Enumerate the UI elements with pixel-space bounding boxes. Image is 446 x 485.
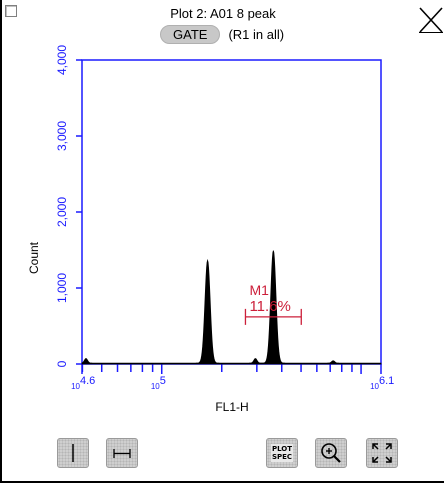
vertical-line-gate-icon (72, 444, 74, 462)
gate-scope-label: (R1 in all) (228, 26, 285, 42)
y-axis-label: Count (27, 241, 41, 274)
plot-spec-label-line2: SPEC (271, 453, 293, 461)
x-tick-label-power: 4.6 (80, 375, 95, 387)
y-tick-label: 4,000 (55, 45, 69, 75)
plot-spec-label-line1: PLOT (271, 445, 293, 453)
histogram-series (81, 250, 382, 365)
select-plot-checkbox[interactable] (5, 5, 17, 17)
x-tick-label-base: 10 (370, 382, 379, 391)
plot-title: Plot 2: A01 8 peak (170, 6, 276, 21)
x-tick-label-base: 10 (151, 382, 160, 391)
y-tick-label: 3,000 (55, 121, 69, 151)
zoom-in-icon (321, 443, 341, 463)
zoom-button[interactable] (315, 438, 347, 468)
marker-percent: 11.6% (249, 298, 290, 315)
plot-frame (81, 59, 382, 365)
expand-fit-icon (372, 443, 392, 463)
x-axis-label: FL1-H (215, 400, 248, 414)
close-icon[interactable] (417, 6, 445, 34)
plot-spec-label: PLOT SPEC (270, 444, 294, 462)
y-tick-label: 2,000 (55, 197, 69, 227)
range-marker-button[interactable] (106, 438, 138, 468)
x-tick-label-power: 6.1 (379, 375, 394, 387)
y-tick-label: 0 (55, 360, 69, 367)
x-tick-label-power: 5 (160, 375, 166, 387)
gate-button[interactable]: GATE (160, 24, 221, 44)
vertical-gate-button[interactable] (57, 438, 89, 468)
range-marker-icon (113, 449, 131, 458)
marker-name: M1 (249, 282, 269, 298)
x-tick-label-base: 10 (71, 382, 80, 391)
y-tick-label: 1,000 (55, 273, 69, 303)
gate-row: GATE (R1 in all) (160, 24, 284, 44)
fit-view-button[interactable] (366, 438, 398, 468)
plot-spec-button[interactable]: PLOT SPEC (266, 438, 298, 468)
